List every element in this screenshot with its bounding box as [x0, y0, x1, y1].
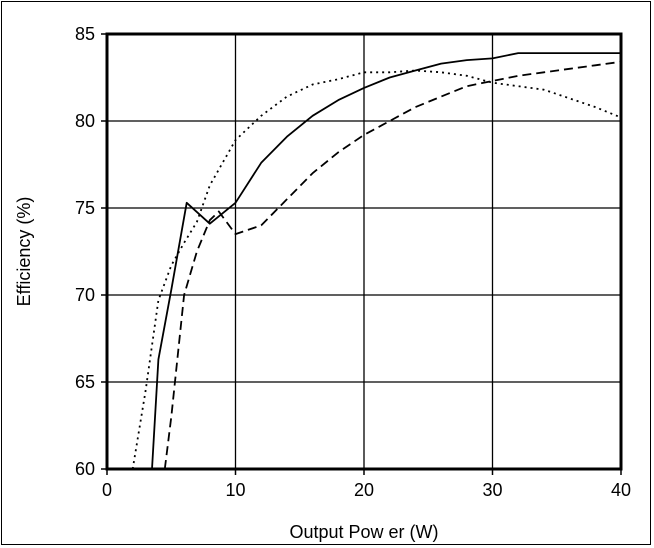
- y-tick-label: 60: [75, 459, 95, 479]
- y-tick-label: 70: [75, 285, 95, 305]
- grid: [101, 33, 622, 475]
- y-tick-label: 75: [75, 198, 95, 218]
- y-axis-label: Efficiency (%): [14, 197, 34, 307]
- x-tick-label: 10: [225, 480, 245, 500]
- series-line-solid: [151, 52, 621, 470]
- series-line-dashed: [163, 60, 622, 470]
- tick-labels: 0 10 20 30 40 60 65 70 75 80 85: [75, 24, 631, 500]
- x-tick-label: 30: [482, 480, 502, 500]
- x-tick-label: 0: [102, 480, 112, 500]
- y-tick-label: 65: [75, 372, 95, 392]
- x-tick-label: 40: [611, 480, 631, 500]
- series-layer: [131, 52, 622, 470]
- x-tick-label: 20: [354, 480, 374, 500]
- plot-border: [105, 32, 623, 471]
- y-tick-label: 80: [75, 111, 95, 131]
- y-tick-label: 85: [75, 24, 95, 44]
- series-line-dotted: [131, 69, 622, 470]
- x-axis-label: Output Pow er (W): [289, 522, 438, 542]
